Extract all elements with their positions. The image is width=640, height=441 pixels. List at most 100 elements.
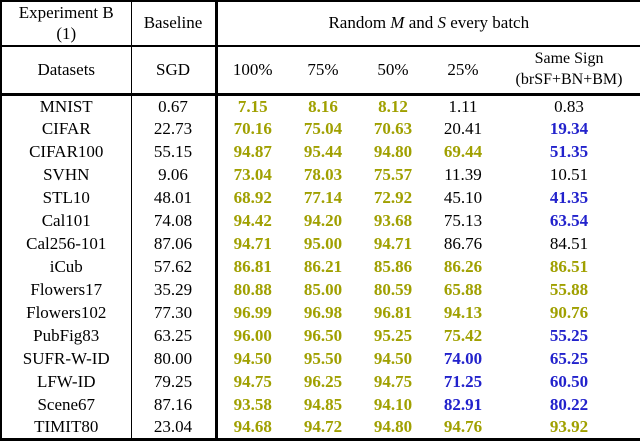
table-row: LFW-ID 79.25 94.75 96.25 94.75 71.25 60.50 bbox=[1, 370, 640, 394]
experiment-header-cell: Experiment B (1) bbox=[1, 1, 132, 47]
value-cell: 20.41 bbox=[443, 118, 483, 138]
table-row: CIFAR100 55.15 94.87 95.44 94.80 69.44 51.35 bbox=[1, 140, 640, 164]
value-cell: 86.26 bbox=[443, 256, 483, 276]
value-cell: 96.98 bbox=[303, 302, 343, 322]
value-cell: 71.25 bbox=[443, 371, 483, 391]
value-cell: 65.25 bbox=[549, 348, 589, 368]
value-cell: 95.44 bbox=[303, 141, 343, 161]
dataset-cell: STL10 bbox=[1, 186, 132, 210]
sgd-value-cell: 74.08 bbox=[131, 209, 218, 233]
table-row: SVHN 9.06 73.04 78.03 75.57 11.39 10.51 bbox=[1, 163, 640, 187]
value-cell: 95.00 bbox=[303, 233, 343, 253]
dataset-cell: Flowers102 bbox=[1, 301, 132, 325]
dataset-cell: PubFig83 bbox=[1, 324, 132, 348]
value-cell: 10.51 bbox=[549, 164, 589, 184]
value-cell: 68.92 bbox=[233, 187, 272, 207]
table-row: Cal256-101 87.06 94.71 95.00 94.71 86.76 84.51 bbox=[1, 232, 640, 256]
sgd-value-cell: 77.30 bbox=[131, 301, 218, 325]
value-cell: 69.44 bbox=[443, 141, 483, 161]
value-cell: 75.57 bbox=[373, 164, 413, 184]
dataset-cell: MNIST bbox=[1, 94, 132, 118]
sgd-value-cell: 23.04 bbox=[131, 416, 218, 440]
value-cell: 93.68 bbox=[373, 210, 413, 230]
value-cell: 90.76 bbox=[549, 302, 589, 322]
value-cell: 86.81 bbox=[233, 256, 272, 276]
value-cell: 94.87 bbox=[233, 141, 272, 161]
value-cell: 94.80 bbox=[373, 141, 413, 161]
value-cell: 63.54 bbox=[549, 210, 589, 230]
random-title-m: M bbox=[390, 13, 405, 33]
value-cell: 70.16 bbox=[233, 118, 272, 138]
random-title-suffix: every batch bbox=[446, 13, 530, 33]
value-cell: 75.04 bbox=[303, 118, 343, 138]
sgd-value-cell: 0.67 bbox=[131, 94, 218, 118]
value-cell: 85.86 bbox=[373, 256, 413, 276]
sgd-value-cell: 87.06 bbox=[131, 232, 218, 256]
table-row: PubFig83 63.25 96.00 96.50 95.25 75.42 55.25 bbox=[1, 324, 640, 348]
sgd-value-cell: 63.25 bbox=[131, 324, 218, 348]
table-header: Experiment B (1) Baseline Random M and S… bbox=[1, 1, 640, 96]
value-cell: 82.91 bbox=[443, 394, 483, 414]
sgd-value-cell: 57.62 bbox=[131, 255, 218, 279]
dataset-cell: Cal101 bbox=[1, 209, 132, 233]
value-cell: 94.10 bbox=[373, 394, 413, 414]
dataset-cell: Cal256-101 bbox=[1, 232, 132, 256]
dataset-cell: Flowers17 bbox=[1, 278, 132, 302]
random-title-mid: and bbox=[404, 13, 438, 33]
value-cell: 94.72 bbox=[303, 417, 343, 437]
header-row-1: Experiment B (1) Baseline Random M and S… bbox=[1, 1, 640, 47]
sgd-header-cell: SGD bbox=[131, 45, 218, 96]
value-cell: 96.50 bbox=[303, 325, 343, 345]
sgd-value-cell: 55.15 bbox=[131, 140, 218, 164]
value-cell: 65.88 bbox=[443, 279, 483, 299]
value-cell: 94.80 bbox=[373, 417, 413, 437]
experiment-label-line1: Experiment B bbox=[18, 3, 114, 22]
value-cell: 74.00 bbox=[443, 348, 483, 368]
value-cell: 95.50 bbox=[303, 348, 343, 368]
value-cell: 72.92 bbox=[373, 187, 413, 207]
value-cell: 94.75 bbox=[233, 371, 272, 391]
sgd-value-cell: 35.29 bbox=[131, 278, 218, 302]
value-cell: 55.88 bbox=[549, 279, 589, 299]
random-ms-header-cell: Random M and S every batch bbox=[216, 1, 640, 47]
percent-75-header-cell: 75% bbox=[288, 45, 358, 96]
table-row: TIMIT80 23.04 94.68 94.72 94.80 94.76 93.92 bbox=[1, 416, 640, 440]
value-cell: 96.00 bbox=[233, 325, 272, 345]
value-cell: 96.25 bbox=[303, 371, 343, 391]
dataset-cell: SUFR-W-ID bbox=[1, 347, 132, 371]
table-row: SUFR-W-ID 80.00 94.50 95.50 94.50 74.00 65.25 bbox=[1, 347, 640, 371]
table-row: Flowers17 35.29 80.88 85.00 80.59 65.88 55.88 bbox=[1, 278, 640, 302]
value-cell: 96.81 bbox=[373, 302, 413, 322]
percent-100-header-cell: 100% bbox=[216, 45, 288, 96]
value-cell: 45.10 bbox=[443, 187, 483, 207]
same-sign-label-line1: Same Sign bbox=[534, 49, 604, 67]
sgd-value-cell: 79.25 bbox=[131, 370, 218, 394]
table-row: Scene67 87.16 93.58 94.85 94.10 82.91 80.22 bbox=[1, 393, 640, 417]
dataset-cell: SVHN bbox=[1, 163, 132, 187]
value-cell: 7.15 bbox=[237, 96, 268, 116]
value-cell: 80.22 bbox=[549, 394, 589, 414]
sgd-value-cell: 22.73 bbox=[131, 117, 218, 141]
value-cell: 8.16 bbox=[308, 96, 338, 116]
value-cell: 94.75 bbox=[373, 371, 413, 391]
same-sign-header-cell: Same Sign (brSF+BN+BM) bbox=[498, 45, 640, 96]
header-row-2: Datasets SGD 100% 75% 50% 25% Same Sign … bbox=[1, 45, 640, 96]
table-row: Flowers102 77.30 96.99 96.98 96.81 94.13 90.76 bbox=[1, 301, 640, 325]
value-cell: 70.63 bbox=[373, 118, 413, 138]
value-cell: 86.76 bbox=[443, 233, 483, 253]
sgd-value-cell: 9.06 bbox=[131, 163, 218, 187]
dataset-cell: TIMIT80 bbox=[1, 416, 132, 440]
same-sign-label-line2: (brSF+BN+BM) bbox=[515, 70, 623, 88]
value-cell: 94.13 bbox=[443, 302, 483, 322]
value-cell: 84.51 bbox=[549, 233, 589, 253]
dataset-cell: Scene67 bbox=[1, 393, 132, 417]
value-cell: 86.21 bbox=[303, 256, 343, 276]
sgd-value-cell: 48.01 bbox=[131, 186, 218, 210]
value-cell: 93.58 bbox=[233, 394, 272, 414]
value-cell: 85.00 bbox=[303, 279, 343, 299]
value-cell: 11.39 bbox=[444, 164, 482, 184]
dataset-cell: CIFAR100 bbox=[1, 140, 132, 164]
value-cell: 94.71 bbox=[233, 233, 272, 253]
percent-50-header-cell: 50% bbox=[358, 45, 428, 96]
